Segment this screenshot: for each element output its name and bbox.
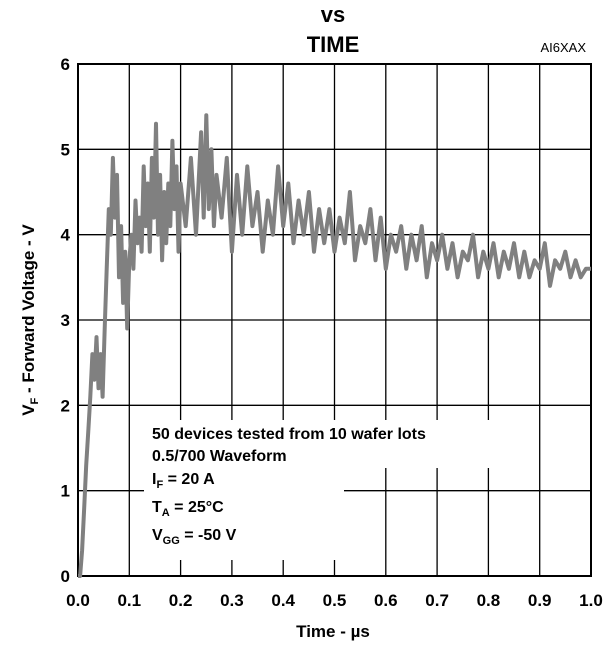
x-axis-label: Time - µs [296,622,370,641]
x-tick-label: 0.2 [169,591,193,610]
x-tick-labels: 0.0 0.1 0.2 0.3 0.4 0.5 0.6 0.7 0.8 0.9 1.0 [66,591,603,610]
y-axis-label: VF - Forward Voltage - V [19,224,41,416]
annotation-line3: IF = 20 A [152,471,215,491]
plot-frame [77,63,592,577]
x-tick-label: 0.0 [66,591,90,610]
x-tick-label: 1.0 [579,591,603,610]
chart-title-line1: vs [321,2,345,27]
annotation-line5-sub: GG [163,535,180,547]
annotation-box-top [144,420,530,468]
y-tick-label: 1 [61,482,70,501]
annotation-line2: 0.5/700 Waveform [152,448,287,465]
y-tick-label: 2 [61,396,70,415]
annotation-line3-rest: = 20 A [163,471,215,488]
x-tick-label: 0.6 [374,591,398,610]
figure-code: AI6XAX [540,40,586,55]
x-tick-label: 0.5 [323,591,347,610]
annotation-line5-rest: = -50 V [180,527,237,544]
chart-title-line2: TIME [307,32,360,57]
x-tick-label: 0.7 [425,591,449,610]
x-tick-label: 0.9 [528,591,552,610]
annotation-line4: TA = 25°C [152,499,224,519]
x-tick-label: 0.1 [117,591,141,610]
annotation-line3-sub: F [156,479,163,491]
y-tick-label: 3 [61,311,70,330]
y-axis-label-rest: - Forward Voltage - V [19,224,38,398]
y-tick-labels: 0 1 2 3 4 5 6 [61,55,71,586]
x-tick-label: 0.3 [220,591,244,610]
annotation-line4-rest: = 25°C [170,499,224,516]
series-line-voltage [78,113,591,578]
y-tick-label: 6 [61,55,70,74]
annotation-line4-sub: A [162,507,170,519]
grid [78,64,591,576]
annotation-line5-main: V [152,527,163,544]
annotation-line5: VGG = -50 V [152,527,237,547]
y-axis-label-sub: F [29,397,41,404]
y-tick-label: 4 [61,226,71,245]
annotation-line4-main: T [152,499,162,516]
x-tick-label: 0.8 [477,591,501,610]
y-tick-label: 5 [61,140,70,159]
y-axis-label-main: V [19,404,38,416]
y-tick-label: 0 [61,567,70,586]
annotation-line3-main: I [152,471,156,488]
x-tick-label: 0.4 [271,591,295,610]
annotation-line1: 50 devices tested from 10 wafer lots [152,426,426,443]
